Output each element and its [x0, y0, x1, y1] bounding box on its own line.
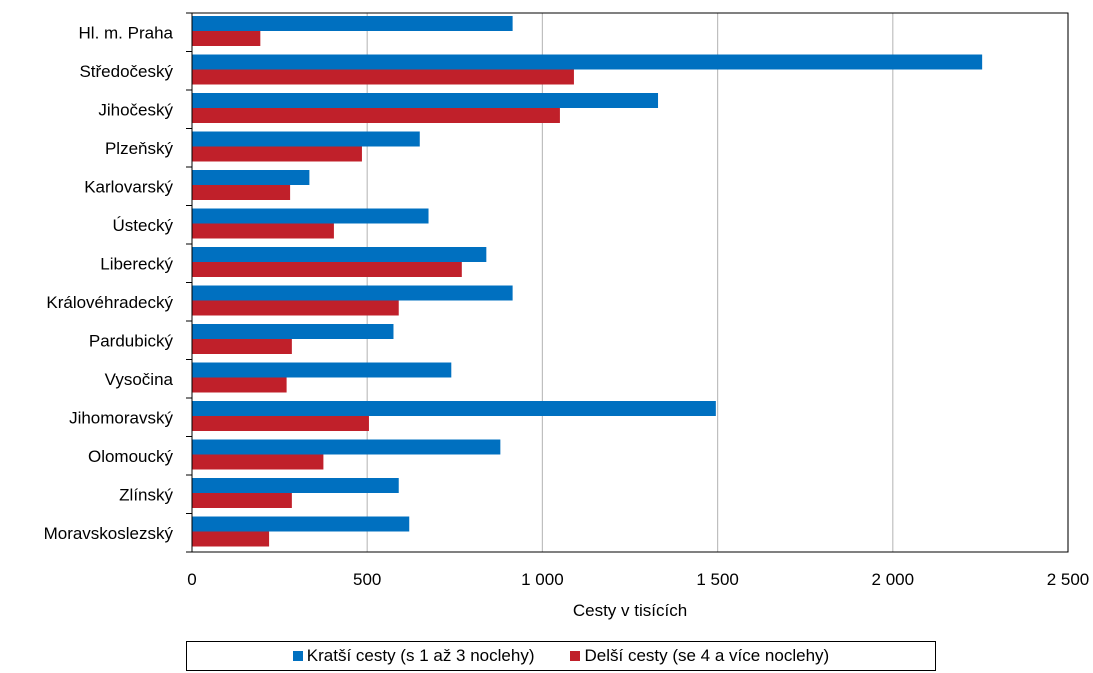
bar-long-3 [192, 146, 362, 162]
axes [186, 12, 1069, 553]
bar-long-10 [192, 416, 369, 431]
bar-long-9 [192, 377, 287, 393]
category-label: Středočeský [79, 62, 173, 81]
bar-short-10 [192, 401, 716, 416]
bar-short-12 [192, 478, 399, 493]
bar-long-6 [192, 262, 462, 277]
bar-short-13 [192, 516, 410, 532]
bar-short-6 [192, 247, 487, 262]
legend-label-short-trips: Kratší cesty (s 1 až 3 noclehy) [306, 646, 535, 665]
x-tick-label: 1 500 [696, 570, 739, 589]
bar-long-2 [192, 108, 560, 123]
category-label: Liberecký [100, 254, 173, 273]
bar-long-4 [192, 185, 291, 200]
category-label: Jihomoravský [69, 408, 173, 427]
category-label: Vysočina [105, 370, 174, 389]
bar-long-5 [192, 223, 334, 239]
bar-long-12 [192, 493, 292, 508]
x-tick-label: 2 000 [872, 570, 915, 589]
bar-short-8 [192, 324, 394, 339]
category-label: Pardubický [89, 331, 174, 350]
bar-chart: Hl. m. Praha Středočeský Jihočeský Plzeňský… [44, 12, 1089, 620]
bar-long-13 [192, 531, 270, 547]
bar-short-4 [192, 170, 310, 185]
legend-swatch-long-trips [570, 651, 581, 661]
category-label: Olomoucký [88, 447, 174, 466]
category-label: Moravskoslezský [44, 524, 174, 543]
legend-item-short-trips: Kratší cesty (s 1 až 3 noclehy) [292, 646, 535, 666]
x-tick-label: 500 [353, 570, 381, 589]
legend-swatch-short-trips [292, 651, 303, 661]
category-label: Jihočeský [98, 100, 173, 119]
legend: Kratší cesty (s 1 až 3 noclehy) Delší ce… [186, 641, 936, 671]
x-tick-label: 2 500 [1047, 570, 1090, 589]
bar-long-11 [192, 454, 324, 470]
bar-long-1 [192, 69, 574, 85]
bar-short-1 [192, 54, 983, 70]
bar-short-2 [192, 93, 659, 108]
bar-short-3 [192, 131, 420, 147]
bar-short-5 [192, 208, 429, 224]
category-label: Plzeňský [105, 139, 174, 158]
category-labels: Hl. m. Praha Středočeský Jihočeský Plzeňský… [44, 23, 174, 543]
bar-short-0 [192, 16, 513, 31]
bars [192, 16, 983, 547]
x-tick-label: 0 [187, 570, 196, 589]
bar-long-0 [192, 31, 261, 46]
legend-label-long-trips: Delší cesty (se 4 a více noclehy) [584, 646, 830, 665]
bar-short-7 [192, 285, 513, 301]
category-label: Karlovarský [84, 177, 173, 196]
bar-long-7 [192, 300, 399, 316]
category-label: Zlínský [119, 485, 173, 504]
bar-long-8 [192, 339, 292, 354]
legend-item-long-trips: Delší cesty (se 4 a více noclehy) [570, 646, 829, 666]
category-label: Královéhradecký [46, 293, 173, 312]
category-label: Ústecký [113, 216, 174, 235]
category-label: Hl. m. Praha [79, 23, 174, 42]
x-tick-label: 1 000 [521, 570, 564, 589]
bar-short-9 [192, 362, 452, 378]
x-axis-title: Cesty v tisících [573, 601, 687, 620]
tick-labels: 0 500 1 000 1 500 2 000 2 500 [187, 570, 1089, 589]
bar-short-11 [192, 439, 501, 455]
